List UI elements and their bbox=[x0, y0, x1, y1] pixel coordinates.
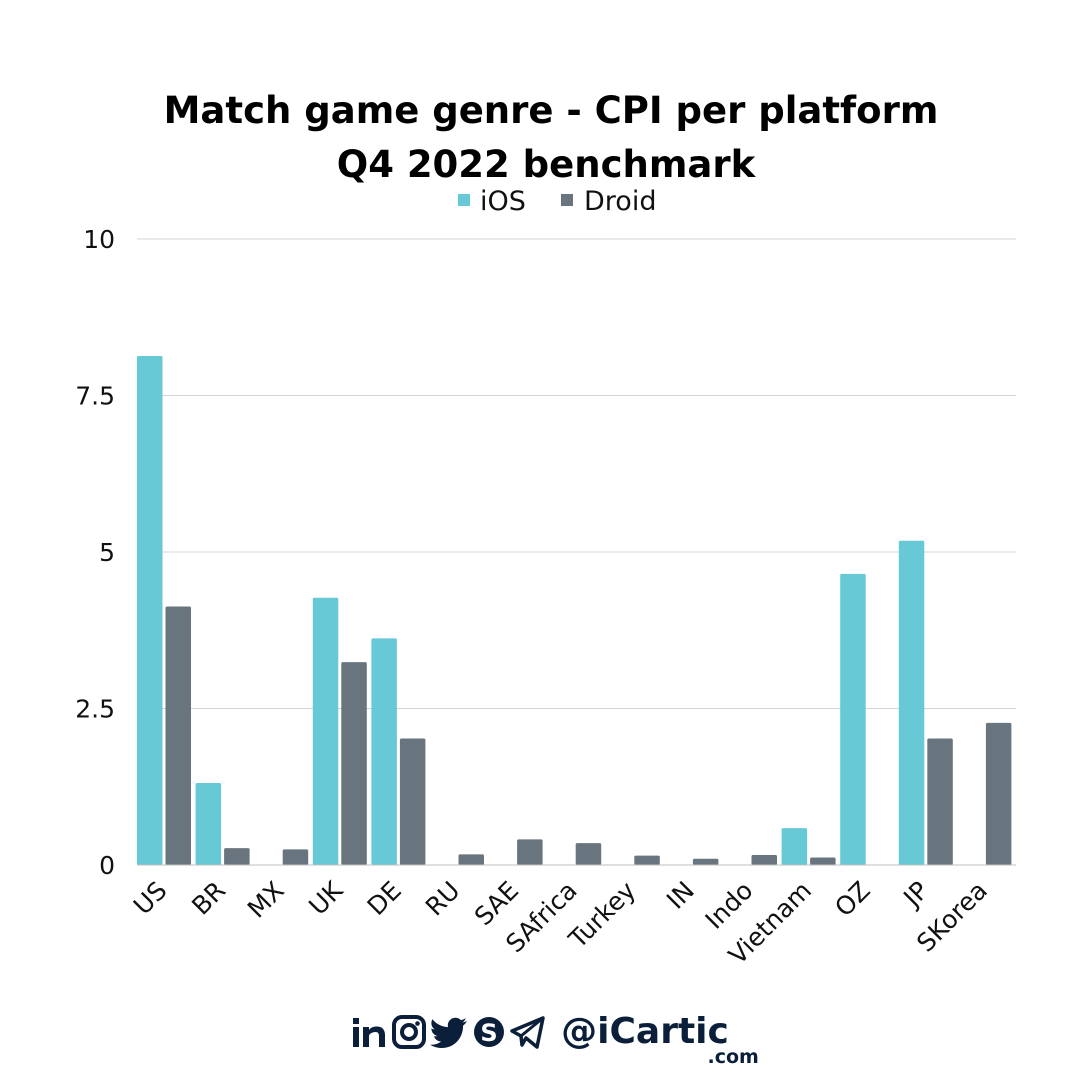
y-tick-label: 2.5 bbox=[75, 695, 115, 724]
brand-handle: @iCartic .com bbox=[561, 1011, 759, 1069]
x-tick-label: MX bbox=[242, 876, 290, 924]
y-axis: 0 2.5 5 7.5 10 bbox=[75, 225, 115, 880]
chart-title: Match game genre - CPI per platform Q4 2… bbox=[164, 89, 939, 186]
handle-text: @iCartic bbox=[561, 1011, 729, 1052]
legend-label-droid: Droid bbox=[584, 186, 656, 217]
x-tick-label: IN bbox=[661, 876, 700, 915]
bar-droid-jp bbox=[927, 738, 953, 865]
bars bbox=[137, 356, 1012, 865]
gridlines bbox=[137, 238, 1016, 709]
bar-droid-turkey bbox=[634, 855, 660, 865]
bar-droid-indo bbox=[751, 854, 777, 865]
twitter-icon[interactable] bbox=[429, 1012, 469, 1052]
legend-swatch-droid bbox=[561, 194, 573, 206]
bar-droid-skorea bbox=[985, 722, 1012, 865]
legend-label-ios: iOS bbox=[480, 186, 526, 217]
bar-droid-in bbox=[692, 858, 719, 865]
bar-droid-mx bbox=[282, 849, 309, 865]
bar-droid-sae bbox=[517, 839, 543, 865]
bar-droid-uk bbox=[341, 662, 367, 865]
bar-ios-jp bbox=[898, 540, 925, 865]
x-tick-label: JP bbox=[897, 876, 935, 914]
x-tick-label: UK bbox=[303, 875, 348, 920]
chart-title-line-1: Match game genre - CPI per platform bbox=[164, 89, 939, 132]
chart: Match game genre - CPI per platform Q4 2… bbox=[75, 89, 1016, 970]
bar-droid-ru bbox=[458, 854, 484, 865]
social-icons: S bbox=[351, 1012, 547, 1052]
x-tick-label: RU bbox=[420, 876, 466, 922]
chart-title-line-2: Q4 2022 benchmark bbox=[337, 143, 757, 186]
bar-ios-de bbox=[371, 638, 397, 865]
bar-ios-oz bbox=[840, 573, 866, 865]
footer: S @iCartic .com bbox=[0, 1012, 1080, 1072]
y-tick-label: 5 bbox=[99, 538, 115, 567]
instagram-icon[interactable] bbox=[391, 1012, 427, 1052]
legend: iOS Droid bbox=[458, 186, 656, 217]
bar-droid-vietnam bbox=[810, 857, 836, 865]
bar-ios-br bbox=[195, 782, 222, 865]
bar-droid-br bbox=[224, 848, 250, 865]
y-tick-label: 10 bbox=[83, 225, 115, 254]
bar-droid-us bbox=[165, 606, 191, 865]
x-tick-label: BR bbox=[186, 876, 231, 921]
y-tick-label: 7.5 bbox=[75, 382, 115, 411]
bar-ios-vietnam bbox=[781, 828, 808, 865]
skype-icon[interactable]: S bbox=[471, 1012, 507, 1052]
x-tick-label: OZ bbox=[829, 876, 876, 923]
linkedin-icon[interactable] bbox=[351, 1012, 389, 1052]
x-tick-label: US bbox=[128, 876, 173, 921]
legend-swatch-ios bbox=[458, 194, 470, 206]
svg-text:S: S bbox=[480, 1019, 497, 1047]
y-tick-label: 0 bbox=[99, 851, 115, 880]
handle-domain: .com bbox=[707, 1046, 759, 1068]
bar-ios-uk bbox=[312, 597, 339, 865]
bar-droid-safrica bbox=[575, 843, 602, 865]
bar-droid-de bbox=[399, 738, 426, 865]
bar-ios-us bbox=[137, 356, 163, 865]
x-tick-label: Turkey bbox=[563, 876, 642, 955]
telegram-icon[interactable] bbox=[509, 1012, 547, 1052]
x-tick-label: DE bbox=[362, 876, 407, 921]
